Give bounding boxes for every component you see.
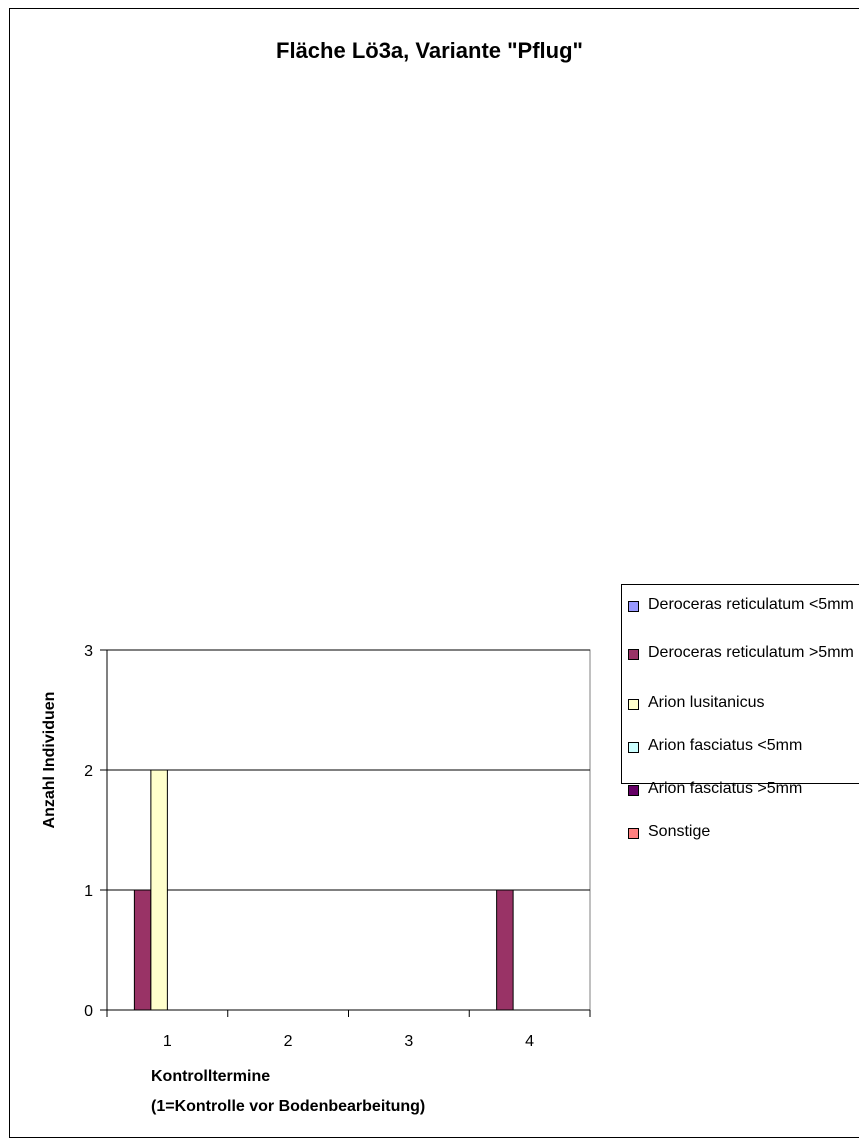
legend-label: Arion lusitanicus [648,694,765,711]
x-axis-title-line-1: Kontrolltermine [151,1068,271,1085]
plot-area [106,649,591,1011]
legend-label: Arion fasciatus >5mm [648,780,803,797]
bar [496,889,514,1011]
y-tick-label: 2 [84,763,93,780]
chart-title: Fläche Lö3a, Variante "Pflug" [276,38,583,63]
y-tick-label: 0 [84,1003,93,1020]
y-tick-label: 1 [84,883,93,900]
legend-swatch [628,828,639,839]
bar [150,769,168,1011]
legend: Deroceras reticulatum <5mm Deroceras reti… [621,584,859,840]
y-tick-label: 3 [84,643,93,660]
legend-label: Deroceras reticulatum <5mm [648,596,854,613]
bar [133,889,152,1011]
legend-swatch [628,742,639,753]
legend-label: Arion fasciatus <5mm [648,737,803,754]
x-tick-label: 2 [284,1033,293,1050]
y-axis-title: Anzahl Individuen [41,691,58,829]
legend-label: Deroceras reticulatum >5mm [648,644,854,661]
x-tick-label: 4 [525,1033,534,1050]
legend-swatch [628,649,639,660]
legend-swatch [628,601,639,612]
x-axis-title-line-2: (1=Kontrolle vor Bodenbearbeitung) [151,1098,426,1115]
x-tick-label: 1 [163,1033,172,1050]
x-tick-label: 3 [404,1033,413,1050]
legend-label: Sonstige [648,823,711,840]
legend-swatch [628,785,639,796]
x-axis-title: Kontrolltermine (1=Kontrolle vor Bodenbe… [151,1062,425,1122]
legend-swatch [628,699,639,710]
